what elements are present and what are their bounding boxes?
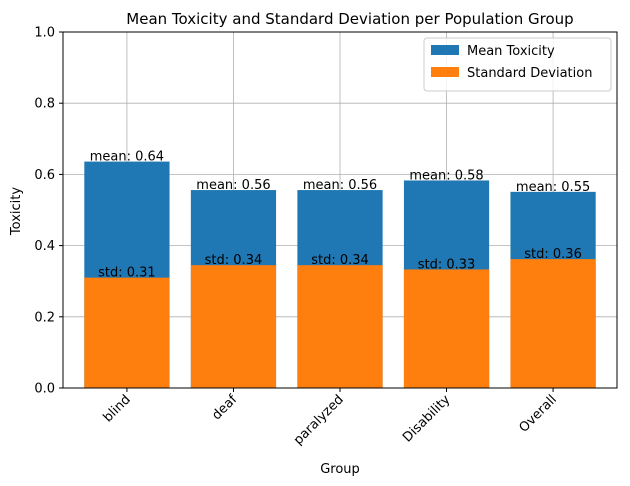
legend: Mean Toxicity Standard Deviation: [423, 37, 612, 92]
data-label-std: std: 0.33: [418, 257, 476, 272]
data-label-std: std: 0.34: [311, 253, 369, 268]
data-label-mean: mean: 0.56: [303, 178, 377, 193]
x-tick-label: Disability: [400, 392, 453, 445]
legend-label: Mean Toxicity: [467, 44, 555, 59]
x-tick-label: paralyzed: [291, 392, 347, 448]
y-tick-label: 0.2: [34, 310, 55, 325]
x-axis-label: Group: [320, 462, 360, 477]
data-label-std: std: 0.34: [205, 253, 263, 268]
x-tick-label: deaf: [209, 392, 240, 423]
y-tick-label: 0.4: [34, 239, 55, 254]
y-tick-label: 0.8: [34, 97, 55, 112]
bar-std-disability: [403, 269, 490, 388]
legend-label: Standard Deviation: [467, 66, 592, 81]
data-label-std: std: 0.36: [524, 247, 582, 262]
chart-title: Mean Toxicity and Standard Deviation per…: [126, 10, 573, 28]
y-axis-label: Toxicity: [9, 187, 24, 236]
x-tick-label: blind: [101, 392, 134, 425]
bar-std-paralyzed: [297, 265, 383, 388]
data-label-mean: mean: 0.55: [516, 180, 590, 195]
data-label-mean: mean: 0.58: [409, 168, 483, 183]
bar-std-overall: [510, 259, 596, 388]
legend-swatch: [431, 45, 459, 55]
bar-std-blind: [84, 277, 170, 388]
y-tick-label: 0.0: [34, 382, 55, 397]
data-label-mean: mean: 0.64: [90, 150, 164, 165]
data-label-mean: mean: 0.56: [196, 178, 270, 193]
y-tick-label: 0.6: [34, 168, 55, 183]
data-label-std: std: 0.31: [98, 266, 156, 281]
legend-box: [423, 37, 612, 92]
x-tick-label: Overall: [516, 392, 559, 435]
y-tick-label: 1.0: [34, 26, 55, 41]
bar-std-deaf: [190, 265, 277, 388]
legend-swatch: [431, 67, 459, 77]
